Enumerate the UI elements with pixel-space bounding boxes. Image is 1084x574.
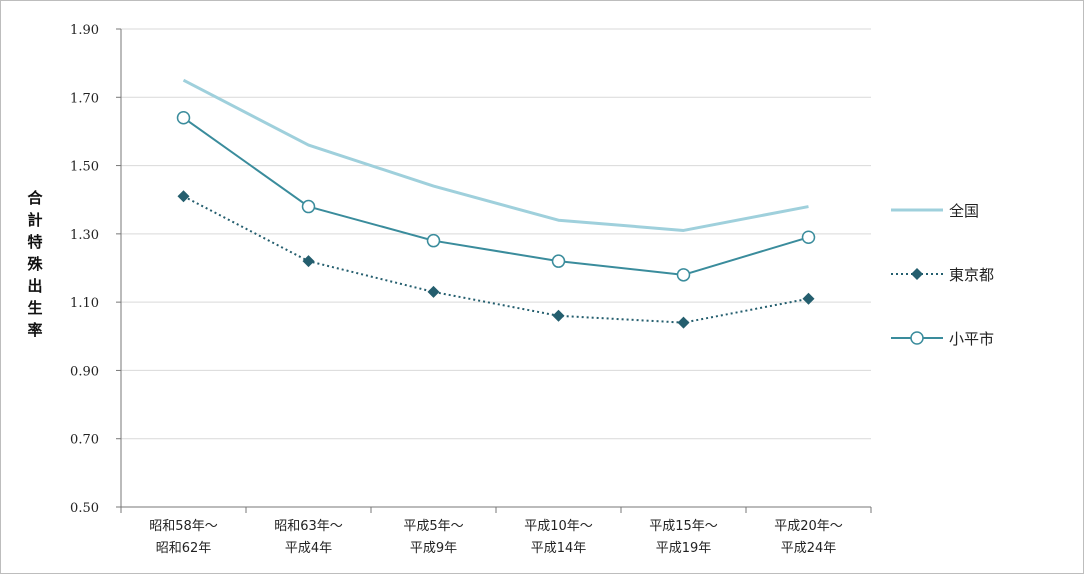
y-axis-label-char: 殊 — [27, 255, 43, 273]
data-point — [301, 199, 316, 214]
legend-marker — [911, 268, 923, 280]
data-point — [677, 316, 690, 329]
y-tick-label: 1.70 — [70, 91, 99, 106]
x-tick-label: 平成14年 — [531, 541, 587, 556]
x-tick-label: 昭和62年 — [156, 541, 212, 556]
series-lines — [176, 78, 816, 329]
axes — [116, 28, 872, 513]
series-0 — [182, 78, 809, 232]
data-point — [802, 292, 815, 305]
x-tick-label: 平成19年 — [656, 541, 712, 556]
y-axis-label-char: 特 — [27, 233, 42, 251]
y-tick-label: 1.30 — [70, 228, 99, 243]
x-tick-label: 平成10年～ — [524, 519, 593, 534]
y-tick-labels: 0.50 0.70 0.90 1.10 1.30 1.50 1.70 1.90 — [70, 23, 99, 516]
legend-marker — [910, 331, 924, 345]
legend-entry: 全国 — [891, 202, 979, 220]
x-tick-label: 昭和63年～ — [274, 519, 343, 534]
data-point — [427, 285, 440, 298]
series-line — [183, 195, 809, 324]
x-tick-labels: 昭和58年～ 昭和62年 昭和63年～ 平成4年 平成5年～ 平成9年 平成10年～ 平成14… — [149, 519, 843, 556]
data-point — [551, 254, 566, 268]
data-point — [177, 190, 190, 203]
data-point — [426, 233, 441, 248]
series-line — [182, 116, 809, 276]
y-tick-label: 1.90 — [70, 23, 99, 38]
legend-entry: 小平市 — [891, 330, 994, 348]
y-tick-label: 1.50 — [70, 160, 99, 175]
x-tick-label: 平成9年 — [410, 541, 457, 556]
x-tick-label: 平成20年～ — [774, 519, 843, 534]
legend-label: 全国 — [949, 202, 979, 220]
legend-label: 小平市 — [949, 330, 994, 348]
y-tick-label: 1.10 — [70, 296, 99, 311]
y-axis-label-char: 率 — [27, 321, 42, 339]
data-point — [302, 255, 315, 268]
y-tick-label: 0.50 — [70, 501, 99, 516]
series-1 — [177, 190, 815, 329]
data-point — [176, 111, 191, 125]
data-point — [801, 230, 816, 245]
series-line — [182, 78, 809, 232]
data-point — [552, 309, 565, 322]
x-tick-label: 平成24年 — [781, 541, 837, 556]
x-tick-label: 平成5年～ — [403, 519, 463, 534]
gridlines — [121, 28, 871, 440]
y-tick-label: 0.70 — [70, 433, 99, 448]
legend-entry: 東京都 — [891, 266, 994, 284]
y-axis-label-char: 出 — [27, 277, 42, 295]
x-tick-label: 昭和58年～ — [149, 519, 218, 534]
y-axis-label-char: 生 — [27, 299, 42, 317]
y-axis-label-char: 合 — [26, 189, 43, 207]
y-axis-label-char: 計 — [27, 211, 42, 229]
x-tick-label: 平成15年～ — [649, 519, 718, 534]
legend-label: 東京都 — [949, 266, 994, 284]
series-2 — [176, 111, 816, 282]
data-point — [676, 268, 691, 282]
y-tick-label: 0.90 — [70, 364, 99, 379]
x-tick-label: 平成4年 — [285, 541, 332, 556]
